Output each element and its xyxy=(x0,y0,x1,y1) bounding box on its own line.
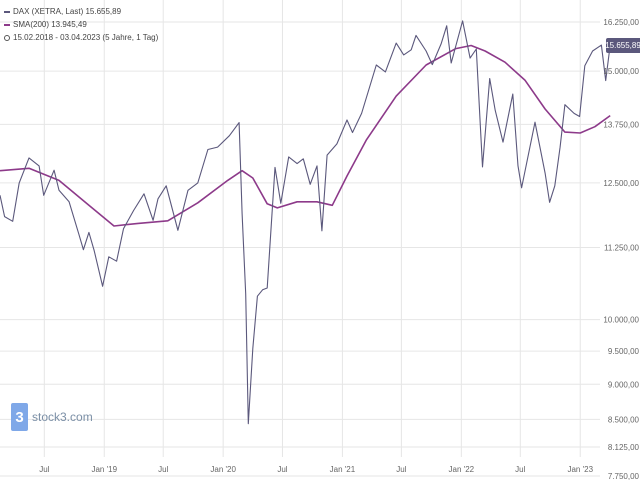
x-tick-label: Jan '22 xyxy=(449,465,475,474)
y-tick-label: 9.500,00 xyxy=(608,347,640,356)
legend-item-period: 15.02.2018 - 03.04.2023 (5 Jahre, 1 Tag) xyxy=(4,31,158,44)
y-axis-labels: 16.250,00 15.000,00 13.750,00 12.500,00 11.2… xyxy=(603,18,639,480)
y-tick-label: 8.500,00 xyxy=(608,415,640,424)
legend-label-dax: DAX (XETRA, Last) 15.655,89 xyxy=(13,7,122,16)
logo-mark-icon: 3 xyxy=(11,403,28,431)
x-tick-label: Jan '19 xyxy=(91,465,117,474)
x-tick-label: Jul xyxy=(277,465,287,474)
x-tick-label: Jan '21 xyxy=(330,465,356,474)
y-tick-label: 10.000,00 xyxy=(603,316,639,325)
y-tick-label: 11.250,00 xyxy=(604,243,640,252)
x-tick-label: Jan '23 xyxy=(567,465,593,474)
legend-swatch-dax xyxy=(4,10,10,13)
y-tick-label: 12.500,00 xyxy=(603,179,639,188)
dax-price-line xyxy=(0,20,611,425)
y-tick-label: 15.000,00 xyxy=(603,67,639,76)
x-axis-labels: Jul Jan '19 Jul Jan '20 Jul Jan '21 Jul Jan '22… xyxy=(39,465,593,474)
y-tick-label: 13.750,00 xyxy=(603,120,639,129)
last-value-badge: 15.655,89 xyxy=(605,37,640,53)
legend: DAX (XETRA, Last) 15.655,89 SMA(200) 13.… xyxy=(4,5,158,44)
x-tick-label: Jul xyxy=(515,465,525,474)
sma-200-line xyxy=(0,44,611,227)
y-tick-label: 8.125,00 xyxy=(608,443,640,452)
clock-icon xyxy=(4,34,10,41)
legend-item-sma: SMA(200) 13.945,49 xyxy=(4,18,158,31)
legend-item-dax: DAX (XETRA, Last) 15.655,89 xyxy=(4,5,158,18)
logo-mark-text: 3 xyxy=(15,408,24,426)
y-tick-label: 9.000,00 xyxy=(608,380,640,389)
y-tick-label: 7.750,00 xyxy=(608,472,640,480)
x-tick-label: Jul xyxy=(396,465,406,474)
x-grid xyxy=(43,0,581,457)
legend-label-sma: SMA(200) 13.945,49 xyxy=(13,20,87,29)
last-value-label: 15.655,89 xyxy=(605,40,640,50)
y-tick-label: 16.250,00 xyxy=(603,18,639,27)
logo-text: stock3.com xyxy=(32,410,93,424)
stock3-logo: 3 stock3.com xyxy=(11,403,93,431)
x-tick-label: Jul xyxy=(158,465,168,474)
legend-label-period: 15.02.2018 - 03.04.2023 (5 Jahre, 1 Tag) xyxy=(13,33,159,42)
x-tick-label: Jul xyxy=(39,465,49,474)
y-grid xyxy=(0,21,600,477)
legend-swatch-sma xyxy=(4,23,10,26)
x-tick-label: Jan '20 xyxy=(210,465,236,474)
